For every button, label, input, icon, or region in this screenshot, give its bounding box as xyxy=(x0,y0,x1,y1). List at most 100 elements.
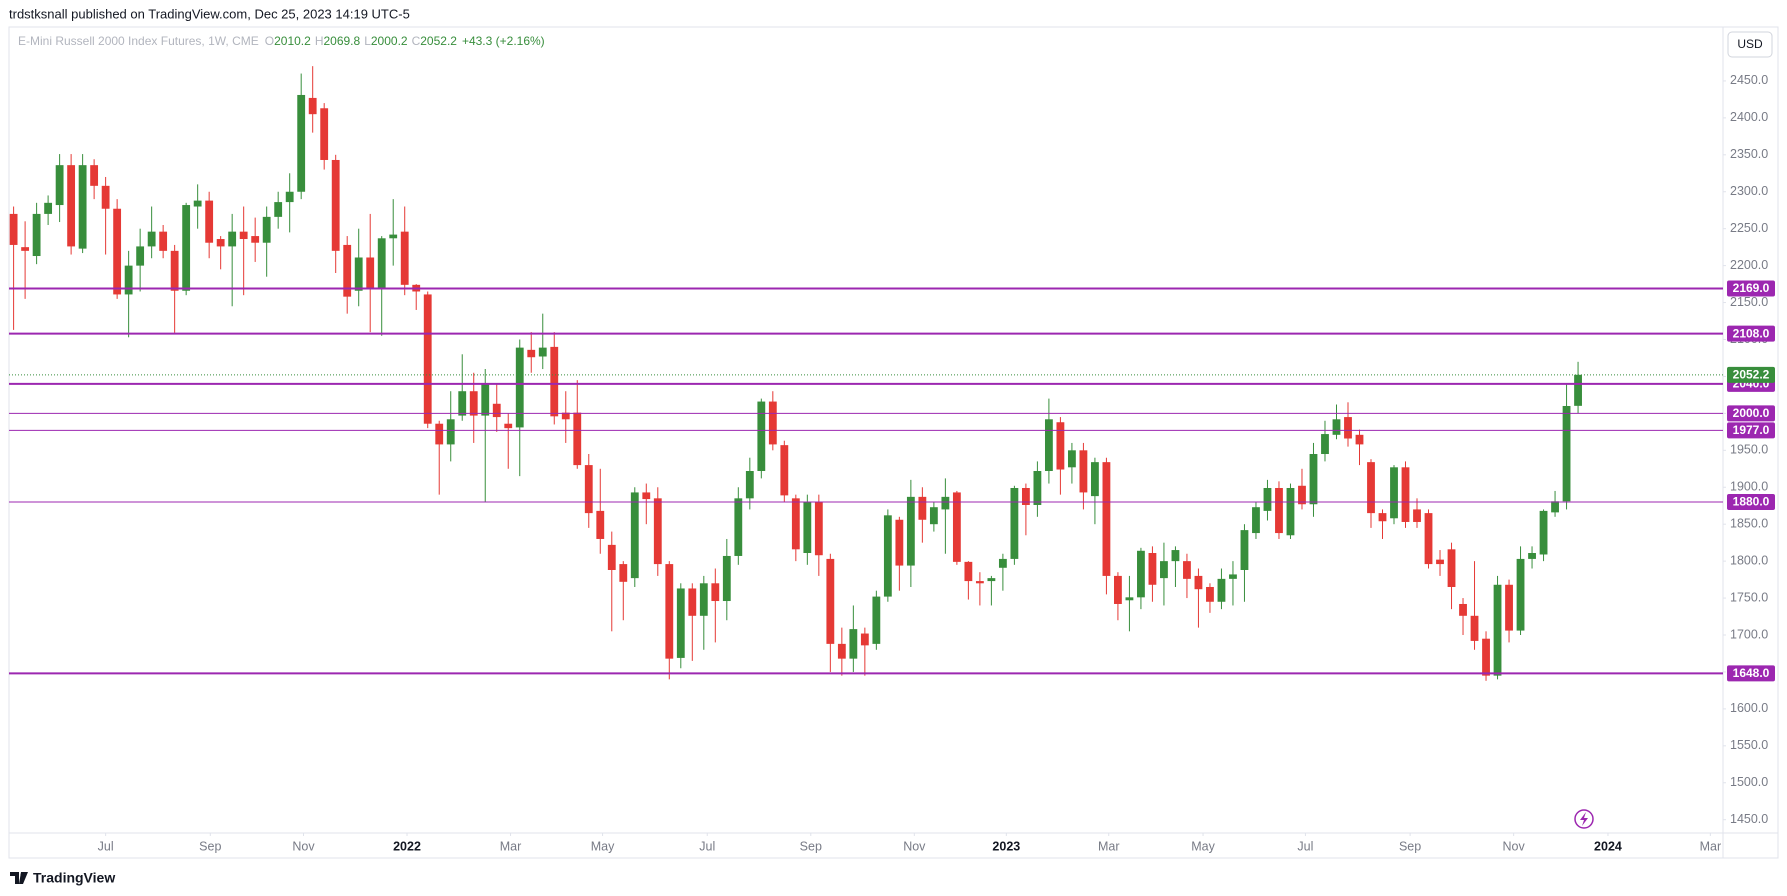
candle-body xyxy=(1344,417,1352,439)
candle-body xyxy=(67,165,76,247)
candle-body xyxy=(860,633,869,646)
candle-body xyxy=(320,108,329,160)
brand-icon-dot xyxy=(20,873,25,877)
x-tick-label: Mar xyxy=(1098,839,1120,853)
candle-body xyxy=(538,347,547,357)
level-label: 2000.0 xyxy=(1733,406,1770,420)
x-tick-label: Sep xyxy=(1399,839,1421,853)
candle-body xyxy=(239,231,248,240)
candle-body xyxy=(1367,462,1375,514)
candle-body xyxy=(987,578,996,582)
level-label-bg xyxy=(1727,494,1775,511)
candle-body xyxy=(906,496,915,566)
candle-body xyxy=(1056,422,1065,470)
level-label: 1880.0 xyxy=(1733,495,1770,509)
y-tick-label: 1700.0 xyxy=(1730,627,1768,641)
x-tick-label: Jul xyxy=(1297,839,1313,853)
candle-body xyxy=(78,165,87,249)
candle-body xyxy=(274,202,283,217)
candle-body xyxy=(964,561,973,582)
level-label: 1648.0 xyxy=(1733,666,1770,680)
alert-icon[interactable] xyxy=(1574,809,1594,829)
legend-text: E-Mini Russell 2000 Index Futures, 1W, C… xyxy=(18,34,545,48)
legend-ohlc-key: O xyxy=(265,34,274,48)
candle-body xyxy=(1263,487,1272,511)
candle-body xyxy=(883,515,892,597)
alert-circle[interactable] xyxy=(1574,809,1594,829)
candle-body xyxy=(216,239,225,247)
candle-body xyxy=(504,423,513,429)
alert-bolt[interactable] xyxy=(1580,812,1588,826)
level-label: 1977.0 xyxy=(1733,423,1770,437)
y-tick-label: 1500.0 xyxy=(1730,775,1768,789)
candle-body xyxy=(619,564,628,582)
candle-body xyxy=(1091,462,1099,497)
currency-button[interactable] xyxy=(1727,31,1773,58)
candle-body xyxy=(527,349,536,358)
candle-body xyxy=(952,492,961,562)
candle-body xyxy=(262,216,271,243)
candle-body xyxy=(101,185,110,209)
x-tick-label: 2022 xyxy=(393,839,421,853)
candle-body xyxy=(1171,550,1180,562)
y-tick-label: 2450.0 xyxy=(1730,73,1768,87)
candle-body xyxy=(837,643,846,659)
x-tick-label: Jul xyxy=(699,839,715,853)
candle-body xyxy=(826,558,835,644)
level-label-bg xyxy=(1727,665,1775,682)
candle-body xyxy=(147,231,156,247)
candle-body xyxy=(44,202,53,214)
candle-body xyxy=(1079,450,1088,493)
candle-body xyxy=(1102,462,1111,576)
x-tick-label: 2023 xyxy=(992,839,1020,853)
candle-body xyxy=(699,583,708,616)
candle-body xyxy=(469,391,478,416)
candle-body xyxy=(780,445,789,496)
candle-body xyxy=(1275,487,1283,534)
candle-body xyxy=(55,165,64,206)
candle-body xyxy=(803,502,812,554)
x-tick-label: Sep xyxy=(800,839,822,853)
candle-body xyxy=(343,244,352,297)
candle-body xyxy=(159,231,168,251)
legend-ohlc-key: C xyxy=(412,34,421,48)
candle-body xyxy=(630,492,639,579)
candle-body xyxy=(389,234,398,239)
y-tick-label: 1750.0 xyxy=(1730,590,1768,604)
candle-body xyxy=(354,257,363,291)
currency-label[interactable]: USD xyxy=(1737,37,1763,51)
candle-body xyxy=(1114,575,1122,604)
candle-body xyxy=(251,236,260,243)
candle-body xyxy=(1505,584,1513,631)
x-tick-label: Nov xyxy=(903,839,926,853)
legend-ohlc-key: L xyxy=(364,34,371,48)
legend-ohlc-value: 2069.8 xyxy=(323,34,360,48)
level-label-bg xyxy=(1727,325,1775,342)
candle-body xyxy=(1413,509,1421,522)
candle-body xyxy=(688,588,697,616)
x-tick-label: May xyxy=(591,839,615,853)
candle-body xyxy=(21,247,30,251)
candle-body xyxy=(113,208,122,295)
x-tick-label: Jul xyxy=(98,839,114,853)
candle-body xyxy=(1493,584,1502,676)
chart-frame xyxy=(8,26,1779,859)
candle-body xyxy=(665,564,674,659)
y-tick-label: 1550.0 xyxy=(1730,738,1768,752)
candle-body xyxy=(1206,586,1214,602)
x-tick-label: Nov xyxy=(1503,839,1526,853)
candle-body xyxy=(205,200,214,243)
candle-body xyxy=(1528,553,1536,559)
candle-body xyxy=(182,205,191,291)
candle-body xyxy=(1067,450,1076,468)
candle-body xyxy=(1378,513,1387,522)
candle-body xyxy=(745,471,754,499)
level-label: 2169.0 xyxy=(1733,281,1770,295)
y-tick-label: 1600.0 xyxy=(1730,701,1768,715)
y-tick-label: 2350.0 xyxy=(1730,147,1768,161)
level-label-bg xyxy=(1727,405,1775,422)
candle-body xyxy=(1470,615,1479,641)
candle-body xyxy=(9,213,18,245)
